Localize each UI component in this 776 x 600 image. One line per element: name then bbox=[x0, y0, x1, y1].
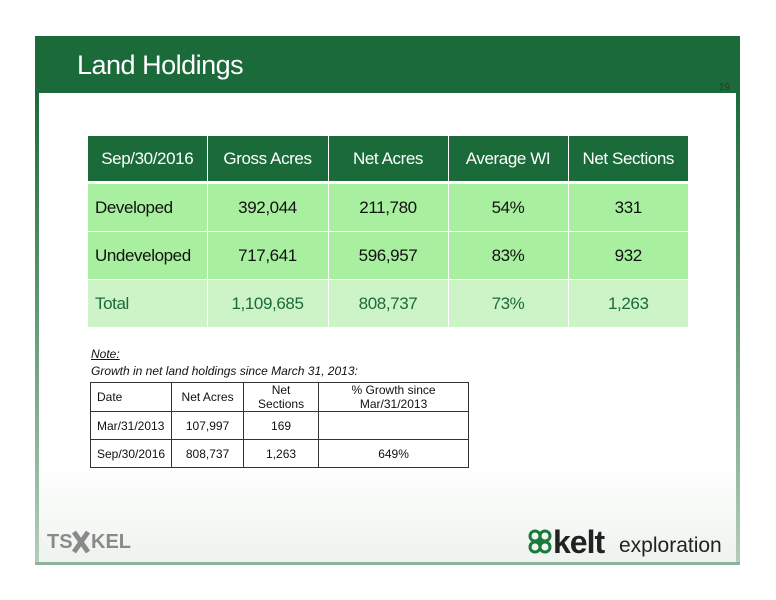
table-cell: 649% bbox=[318, 439, 470, 468]
column-header: Average WI bbox=[448, 136, 569, 184]
table-cell: 808,737 bbox=[171, 439, 245, 468]
table-cell: 169 bbox=[243, 411, 320, 440]
column-header: Net Sections bbox=[568, 136, 688, 184]
table-cell: 392,044 bbox=[207, 182, 329, 232]
table-row: Mar/31/2013 107,997 169 bbox=[89, 411, 470, 440]
table-cell: Mar/31/2013 bbox=[89, 411, 173, 440]
tsx-kel-logo: TS KEL bbox=[47, 526, 157, 556]
table-row: Sep/30/2016 808,737 1,263 649% bbox=[89, 439, 470, 468]
growth-table: Date Net Acres Net Sections % Growth sin… bbox=[89, 382, 470, 468]
table-cell: 331 bbox=[568, 182, 688, 232]
table-row: Developed 392,044 211,780 54% 331 bbox=[88, 182, 688, 232]
note-text: Growth in net land holdings since March … bbox=[91, 364, 358, 378]
row-label: Undeveloped bbox=[88, 231, 208, 280]
column-header: Net Sections bbox=[243, 382, 320, 412]
column-header: Net Acres bbox=[171, 382, 245, 412]
table-cell: 717,641 bbox=[207, 231, 329, 280]
column-header: % Growth since Mar/31/2013 bbox=[318, 382, 470, 412]
header-band: Land Holdings bbox=[35, 36, 740, 93]
slide-title: Land Holdings bbox=[77, 50, 244, 80]
table-cell: Sep/30/2016 bbox=[89, 439, 173, 468]
slide: Land Holdings 19 Sep/30/2016 Gross Acres… bbox=[35, 36, 740, 565]
table-cell: 808,737 bbox=[328, 279, 449, 328]
table-cell: 211,780 bbox=[328, 182, 449, 232]
column-header: Net Acres bbox=[328, 136, 449, 184]
table-cell: 83% bbox=[448, 231, 569, 280]
note-label: Note: bbox=[91, 347, 120, 361]
column-header: Gross Acres bbox=[207, 136, 329, 184]
svg-text:KEL: KEL bbox=[91, 531, 131, 553]
table-cell: 1,109,685 bbox=[207, 279, 329, 328]
svg-text:TS: TS bbox=[47, 531, 73, 553]
table-cell: 73% bbox=[448, 279, 569, 328]
land-holdings-table: Sep/30/2016 Gross Acres Net Acres Averag… bbox=[88, 136, 688, 328]
right-border bbox=[736, 93, 740, 565]
table-cell: 1,263 bbox=[568, 279, 688, 328]
table-row: Undeveloped 717,641 596,957 83% 932 bbox=[88, 231, 688, 280]
column-header: Date bbox=[89, 382, 173, 412]
exploration-wordmark: exploration bbox=[619, 534, 722, 557]
table-cell: 932 bbox=[568, 231, 688, 280]
row-label: Developed bbox=[88, 182, 208, 232]
left-border bbox=[35, 93, 39, 565]
row-label: Total bbox=[88, 279, 208, 328]
table-cell: 596,957 bbox=[328, 231, 449, 280]
kelt-wordmark: kelt bbox=[553, 524, 605, 560]
table-row-total: Total 1,109,685 808,737 73% 1,263 bbox=[88, 279, 688, 328]
table-cell: 107,997 bbox=[171, 411, 245, 440]
celtic-knot-icon bbox=[528, 529, 552, 554]
table-cell: 54% bbox=[448, 182, 569, 232]
kelt-exploration-logo: kelt exploration bbox=[527, 524, 737, 560]
table-header-row: Sep/30/2016 Gross Acres Net Acres Averag… bbox=[88, 136, 688, 184]
table-cell bbox=[318, 411, 470, 440]
bottom-border bbox=[35, 562, 740, 565]
column-header: Sep/30/2016 bbox=[88, 136, 208, 184]
table-header-row: Date Net Acres Net Sections % Growth sin… bbox=[89, 382, 470, 412]
page-number: 19 bbox=[718, 82, 730, 93]
table-cell: 1,263 bbox=[243, 439, 320, 468]
